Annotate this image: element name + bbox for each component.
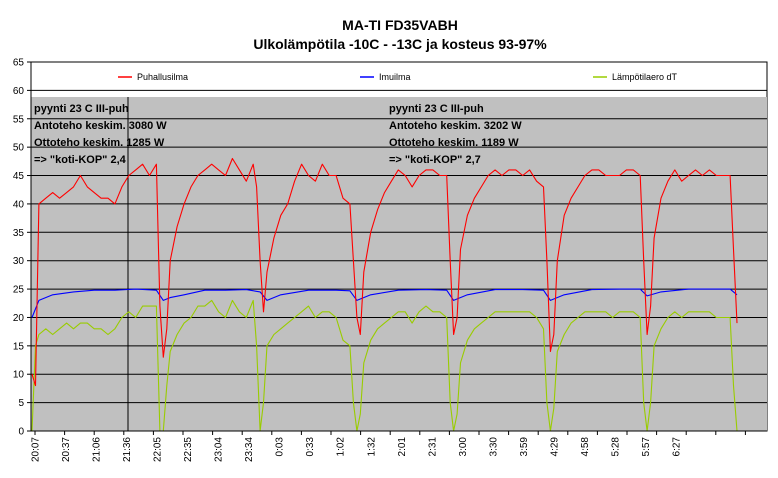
x-tick-label: 4:58: [580, 437, 591, 457]
series-layer: [31, 157, 738, 432]
x-tick-label: 3:00: [458, 437, 469, 457]
x-tick-label: 1:32: [366, 437, 377, 457]
y-tick-label: 0: [18, 427, 24, 438]
chart-subtitle: Ulkolämpötila -10C - -13C ja kosteus 93-…: [253, 36, 547, 52]
x-tick-label: 2:01: [397, 437, 408, 457]
x-tick-label: 5:57: [641, 437, 652, 457]
x-tick-label: 5:28: [610, 437, 621, 457]
y-tick-label: 5: [18, 398, 24, 409]
x-tick-label: 23:04: [214, 437, 225, 462]
x-axis-ticks: 20:07 20:37 21:06 21:36 22:05 22:35 23:04 23:34…: [31, 431, 746, 462]
y-tick-label: 20: [13, 313, 25, 324]
legend: Puhallusilma Imuilma Lämpötilaero dT: [118, 72, 678, 82]
y-tick-label: 55: [13, 114, 25, 125]
annotation-line: => "koti-KOP" 2,7: [389, 154, 481, 166]
annotation-line: Antoteho keskim. 3202 W: [389, 120, 522, 132]
series-line-0: [31, 157, 738, 387]
y-tick-label: 50: [13, 143, 25, 154]
y-tick-label: 30: [13, 256, 25, 267]
y-axis-ticks: 0 5 10 15 20 25 30 35 40 45 50 55 60 65: [13, 58, 31, 438]
x-tick-label: 22:35: [183, 437, 194, 462]
x-tick-label: 6:27: [672, 437, 683, 457]
series-line-2: [31, 299, 738, 432]
annotations: pyynti 23 C III-puh Antoteho keskim. 3080…: [34, 103, 522, 166]
x-tick-label: 0:33: [305, 437, 316, 457]
x-tick-label: 3:59: [519, 437, 530, 457]
annotation-line: Ottoteho keskim. 1189 W: [389, 137, 519, 149]
y-tick-label: 45: [13, 171, 25, 182]
y-tick-label: 40: [13, 199, 25, 210]
x-tick-label: 21:36: [122, 437, 133, 462]
legend-label: Puhallusilma: [137, 72, 188, 82]
x-tick-label: 23:34: [244, 437, 255, 462]
chart-title: MA-TI FD35VABH: [342, 17, 458, 33]
x-tick-label: 4:29: [549, 437, 560, 457]
series-line-1: [31, 288, 738, 318]
legend-label: Imuilma: [379, 72, 411, 82]
annotation-line: pyynti 23 C III-puh: [389, 103, 484, 115]
y-tick-label: 65: [13, 58, 25, 69]
gridlines: [31, 89, 767, 404]
annotation-line: => "koti-KOP" 2,4: [34, 154, 127, 166]
y-tick-label: 25: [13, 285, 25, 296]
x-tick-label: 20:37: [61, 437, 72, 462]
annotation-line: Antoteho keskim. 3080 W: [34, 120, 167, 132]
y-tick-label: 15: [13, 341, 25, 352]
x-tick-label: 22:05: [153, 437, 164, 462]
x-tick-label: 3:30: [488, 437, 499, 457]
legend-label: Lämpötilaero dT: [612, 72, 678, 82]
y-tick-label: 35: [13, 228, 25, 239]
x-tick-label: 20:07: [31, 437, 42, 462]
x-tick-label: 0:03: [275, 437, 286, 457]
x-tick-label: 2:31: [427, 437, 438, 457]
y-tick-label: 10: [13, 370, 25, 381]
annotation-line: pyynti 23 C III-puh: [34, 103, 129, 115]
x-tick-label: 21:06: [92, 437, 103, 462]
y-tick-label: 60: [13, 86, 25, 97]
x-tick-label: 1:02: [336, 437, 347, 457]
annotation-line: Ottoteho keskim. 1285 W: [34, 137, 165, 149]
